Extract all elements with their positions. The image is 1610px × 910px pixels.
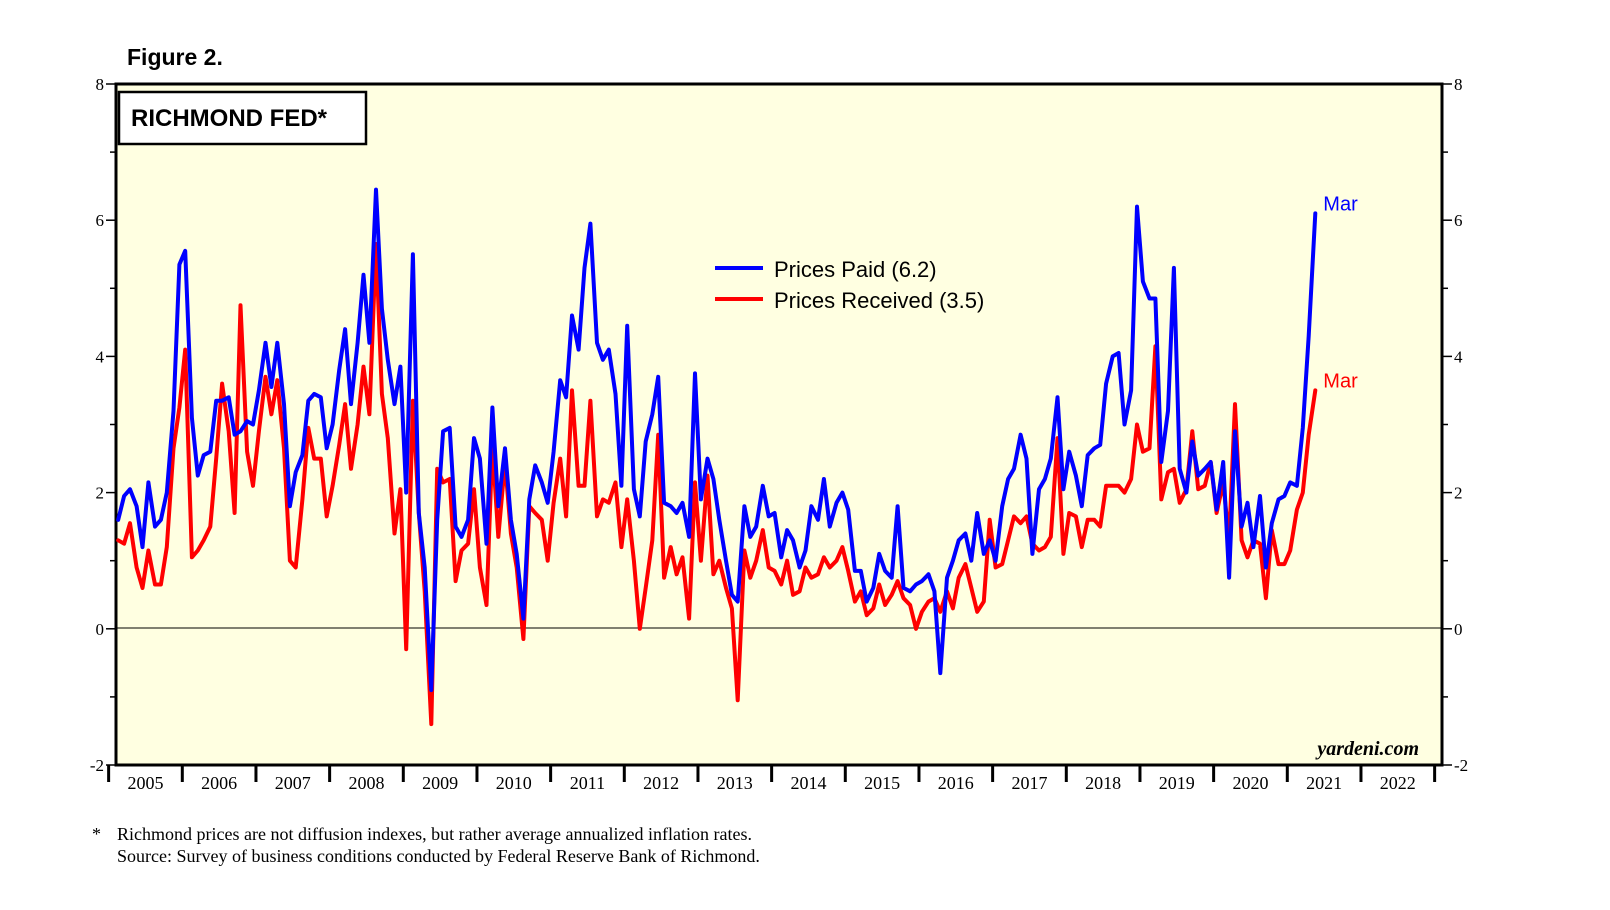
x-tick-label-2009: 2009 xyxy=(422,773,458,793)
legend: Prices Paid (6.2) Prices Received (3.5) xyxy=(715,257,984,313)
right-y-axis: -2 0 2 4 6 8 xyxy=(1442,75,1468,775)
y-tick-label-right: -2 xyxy=(1454,756,1468,775)
x-tick-label-2008: 2008 xyxy=(348,773,384,793)
left-y-axis: -2 0 2 4 6 8 xyxy=(90,75,116,775)
legend-label-prices-received: Prices Received (3.5) xyxy=(774,288,984,313)
x-tick-label-2016: 2016 xyxy=(938,773,974,793)
x-tick-label-2005: 2005 xyxy=(127,773,163,793)
title-box: RICHMOND FED* xyxy=(117,90,368,146)
y-tick-label-right: 4 xyxy=(1454,347,1463,366)
y-tick-label-left: 8 xyxy=(96,75,105,94)
series-line-prices-received xyxy=(116,242,1318,727)
title-box-frame xyxy=(117,90,368,146)
x-tick-label-2010: 2010 xyxy=(496,773,532,793)
x-tick-label-2015: 2015 xyxy=(864,773,900,793)
x-tick-label-2019: 2019 xyxy=(1159,773,1195,793)
watermark: yardeni.com xyxy=(1315,738,1419,760)
y-tick-label-left: 6 xyxy=(96,211,105,230)
x-tick-label-2017: 2017 xyxy=(1011,773,1047,793)
y-tick-label-left: -2 xyxy=(90,756,104,775)
x-tick-label-2007: 2007 xyxy=(275,773,311,793)
x-tick-label-2021: 2021 xyxy=(1306,773,1342,793)
x-tick-label-2018: 2018 xyxy=(1085,773,1121,793)
figure-label: Figure 2. xyxy=(127,44,223,70)
plot-area xyxy=(114,82,1444,767)
series-layer: Mar Mar xyxy=(116,187,1358,727)
y-tick-label-left: 0 xyxy=(96,620,105,639)
y-tick-label-left: 2 xyxy=(96,484,105,503)
x-tick-label-2020: 2020 xyxy=(1232,773,1268,793)
end-label-prices-received: Mar xyxy=(1323,370,1358,392)
y-tick-label-right: 6 xyxy=(1454,211,1463,230)
x-tick-label-2014: 2014 xyxy=(790,773,826,793)
footnote-star: * xyxy=(92,824,101,844)
series-line-prices-paid xyxy=(116,187,1318,693)
end-label-prices-paid: Mar xyxy=(1323,193,1358,215)
footnote-line-2: Source: Survey of business conditions co… xyxy=(117,846,760,866)
x-tick-label-2011: 2011 xyxy=(570,773,605,793)
x-tick-label-2012: 2012 xyxy=(643,773,679,793)
y-tick-label-right: 2 xyxy=(1454,484,1463,503)
chart-title: RICHMOND FED* xyxy=(131,105,328,132)
footnote-line-1: Richmond prices are not diffusion indexe… xyxy=(117,824,752,844)
y-tick-label-left: 4 xyxy=(96,347,105,366)
x-axis: 2005 2006 2007 2008 2009 2010 2011 2012 2013 2014… xyxy=(107,765,1437,793)
x-tick-label-2022: 2022 xyxy=(1380,773,1416,793)
legend-label-prices-paid: Prices Paid (6.2) xyxy=(774,257,937,282)
y-tick-label-right: 0 xyxy=(1454,620,1463,639)
y-tick-label-right: 8 xyxy=(1454,75,1463,94)
x-tick-label-2006: 2006 xyxy=(201,773,237,793)
x-tick-label-2013: 2013 xyxy=(717,773,753,793)
